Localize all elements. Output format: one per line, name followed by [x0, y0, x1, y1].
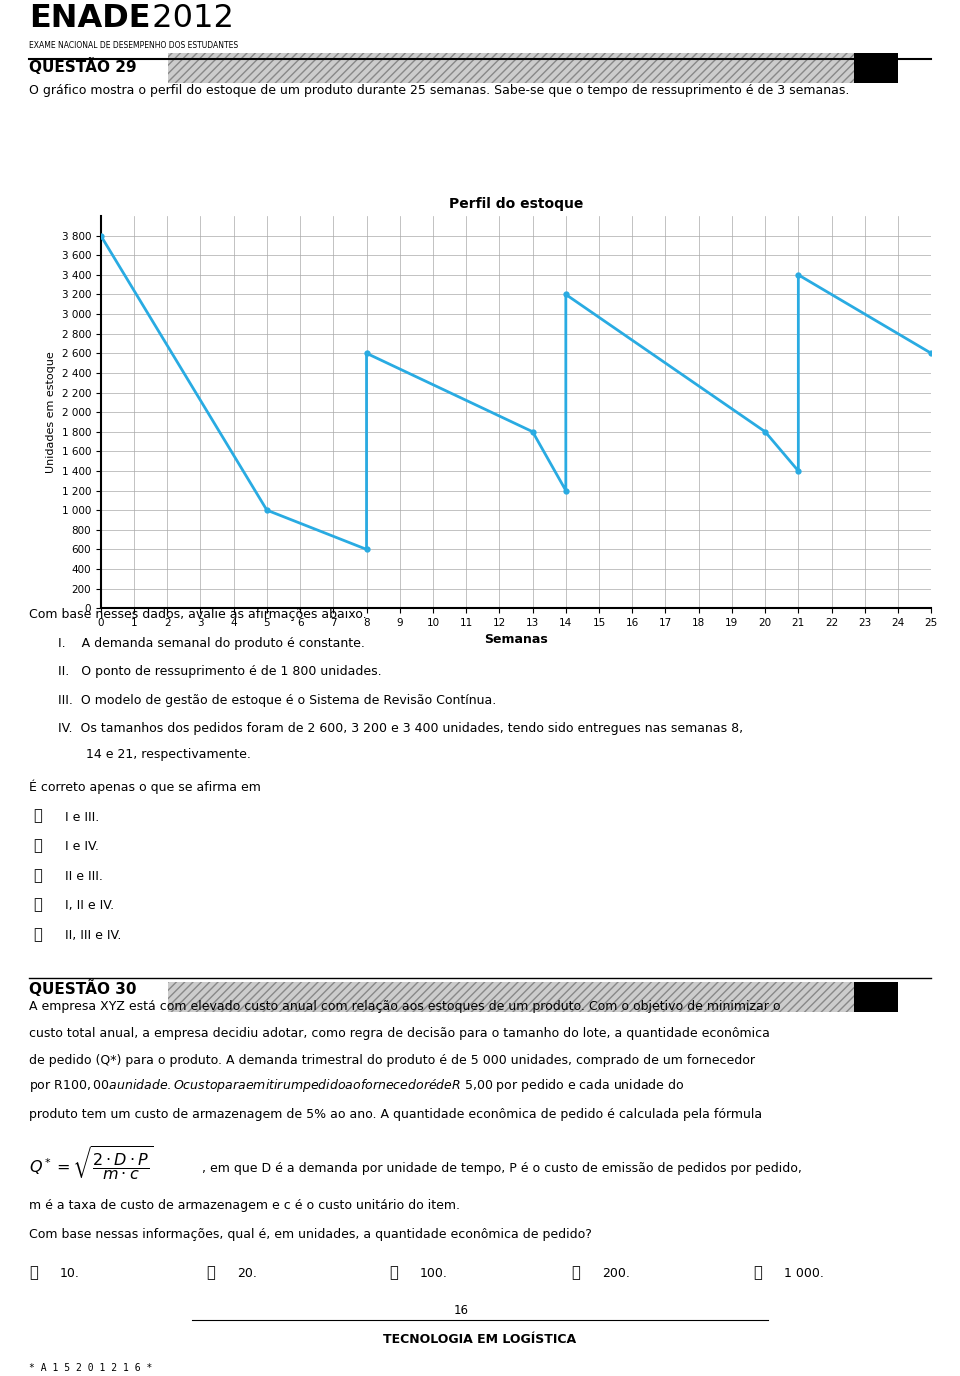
- Text: $Q^* = \sqrt{\dfrac{2 \cdot D \cdot P}{m \cdot c}}$: $Q^* = \sqrt{\dfrac{2 \cdot D \cdot P}{m…: [29, 1145, 153, 1183]
- Text: II, III e IV.: II, III e IV.: [65, 929, 122, 943]
- Text: por R$ 100,00 a unidade. O custo para emitir um pedido ao fornecedor é de R$ 5,0: por R$ 100,00 a unidade. O custo para em…: [29, 1077, 684, 1094]
- Text: Ⓐ: Ⓐ: [29, 1265, 37, 1280]
- Text: 10.: 10.: [60, 1267, 80, 1280]
- Text: I e IV.: I e IV.: [65, 841, 99, 853]
- Text: 1 000.: 1 000.: [784, 1267, 825, 1280]
- FancyBboxPatch shape: [853, 52, 898, 83]
- Text: 14 e 21, respectivamente.: 14 e 21, respectivamente.: [58, 749, 251, 761]
- Text: m é a taxa de custo de armazenagem e c é o custo unitário do item.: m é a taxa de custo de armazenagem e c é…: [29, 1200, 460, 1212]
- Text: Ⓓ: Ⓓ: [571, 1265, 580, 1280]
- Text: QUESTÃO 29: QUESTÃO 29: [29, 58, 136, 74]
- Text: O gráfico mostra o perfil do estoque de um produto durante 25 semanas. Sabe-se q: O gráfico mostra o perfil do estoque de …: [29, 84, 850, 96]
- Text: Com base nessas informações, qual é, em unidades, a quantidade econômica de pedi: Com base nessas informações, qual é, em …: [29, 1229, 591, 1241]
- Text: ENADE: ENADE: [29, 3, 151, 33]
- Text: II.   O ponto de ressuprimento é de 1 800 unidades.: II. O ponto de ressuprimento é de 1 800 …: [58, 666, 381, 678]
- Text: Ⓒ: Ⓒ: [34, 868, 42, 883]
- Text: É correto apenas o que se afirma em: É correto apenas o que se afirma em: [29, 779, 261, 794]
- Text: EXAME NACIONAL DE DESEMPENHO DOS ESTUDANTES: EXAME NACIONAL DE DESEMPENHO DOS ESTUDAN…: [29, 41, 238, 50]
- Text: IV.  Os tamanhos dos pedidos foram de 2 600, 3 200 e 3 400 unidades, tendo sido : IV. Os tamanhos dos pedidos foram de 2 6…: [58, 722, 743, 735]
- Text: I.    A demanda semanal do produto é constante.: I. A demanda semanal do produto é consta…: [58, 637, 365, 649]
- Text: custo total anual, a empresa decidiu adotar, como regra de decisão para o tamanh: custo total anual, a empresa decidiu ado…: [29, 1028, 770, 1040]
- Text: Ⓒ: Ⓒ: [389, 1265, 397, 1280]
- Y-axis label: Unidades em estoque: Unidades em estoque: [46, 351, 56, 473]
- Text: II e III.: II e III.: [65, 870, 103, 883]
- Text: , em que D é a demanda por unidade de tempo, P é o custo de emissão de pedidos p: , em que D é a demanda por unidade de te…: [202, 1163, 802, 1175]
- Text: TECNOLOGIA EM LOGÍSTICA: TECNOLOGIA EM LOGÍSTICA: [383, 1333, 577, 1346]
- Text: I, II e IV.: I, II e IV.: [65, 900, 114, 912]
- Text: * A 1 5 2 0 1 2 1 6 *: * A 1 5 2 0 1 2 1 6 *: [29, 1364, 153, 1373]
- Text: Ⓐ: Ⓐ: [34, 809, 42, 823]
- Text: Ⓔ: Ⓔ: [754, 1265, 762, 1280]
- Text: Ⓓ: Ⓓ: [34, 897, 42, 912]
- Text: 200.: 200.: [602, 1267, 630, 1280]
- Text: Ⓑ: Ⓑ: [34, 838, 42, 853]
- Text: III.  O modelo de gestão de estoque é o Sistema de Revisão Contínua.: III. O modelo de gestão de estoque é o S…: [58, 694, 496, 707]
- Text: de pedido (Q*) para o produto. A demanda trimestral do produto é de 5 000 unidad: de pedido (Q*) para o produto. A demanda…: [29, 1054, 755, 1068]
- Text: 100.: 100.: [420, 1267, 447, 1280]
- Text: Ⓔ: Ⓔ: [34, 927, 42, 943]
- Text: 20.: 20.: [237, 1267, 257, 1280]
- FancyBboxPatch shape: [168, 52, 898, 83]
- FancyBboxPatch shape: [853, 982, 898, 1013]
- Text: A empresa XYZ está com elevado custo anual com relação aos estoques de um produt: A empresa XYZ está com elevado custo anu…: [29, 1000, 780, 1014]
- Text: QUESTÃO 30: QUESTÃO 30: [29, 981, 136, 998]
- Text: Com base nesses dados, avalie as afirmações abaixo.: Com base nesses dados, avalie as afirmaç…: [29, 608, 367, 621]
- Text: I e III.: I e III.: [65, 810, 100, 823]
- Title: Perfil do estoque: Perfil do estoque: [449, 197, 583, 211]
- FancyBboxPatch shape: [168, 982, 898, 1013]
- Text: produto tem um custo de armazenagem de 5% ao ano. A quantidade econômica de pedi: produto tem um custo de armazenagem de 5…: [29, 1108, 762, 1120]
- Text: 2012: 2012: [142, 3, 234, 33]
- Text: 16: 16: [453, 1304, 468, 1317]
- Text: Ⓑ: Ⓑ: [206, 1265, 215, 1280]
- X-axis label: Semanas: Semanas: [484, 633, 548, 647]
